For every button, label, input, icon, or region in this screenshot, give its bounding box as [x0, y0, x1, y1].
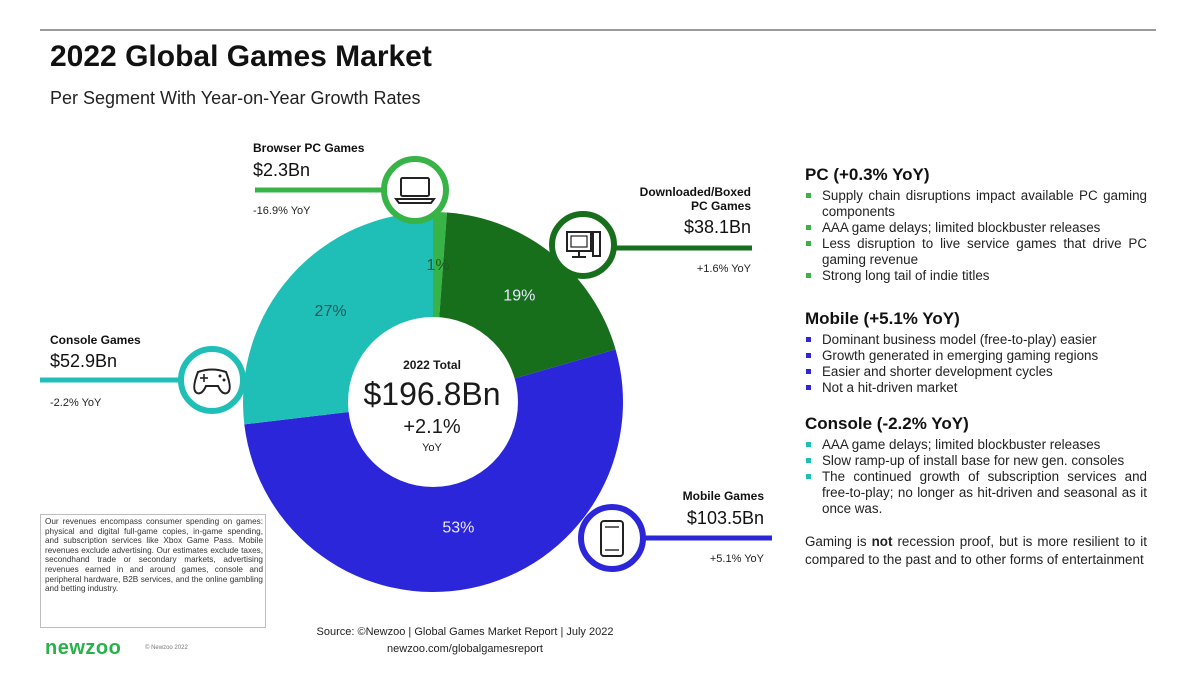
top-rule — [40, 29, 1156, 31]
mobile-segment-value: $103.5Bn — [686, 508, 764, 528]
boxed-segment-label-line2: PC Games — [690, 199, 751, 213]
closing-statement: Gaming is not recession proof, but is mo… — [805, 533, 1147, 569]
console-bullet-text: AAA game delays; limited blockbuster rel… — [822, 437, 1101, 452]
mobile-section: Mobile (+5.1% YoY) Dominant business mod… — [805, 309, 1147, 396]
pc-section-heading: PC (+0.3% YoY) — [805, 165, 930, 184]
bullet-marker — [806, 273, 811, 278]
newzoo-logo: newzoo — [45, 637, 122, 659]
boxed-segment-yoy: +1.6% YoY — [696, 263, 751, 275]
mobile-bullet-item: Growth generated in emerging gaming regi… — [805, 348, 1147, 364]
report-url[interactable]: newzoo.com/globalgamesreport — [387, 643, 543, 655]
donut-hole — [348, 317, 518, 487]
bullet-marker — [806, 241, 811, 246]
pc-section: PC (+0.3% YoY) Supply chain disruptions … — [805, 165, 1147, 284]
closing-text-end: recession proof, but is more resilient t… — [805, 534, 1147, 567]
console-segment-yoy: -2.2% YoY — [50, 397, 102, 409]
console-segment-label: Console Games — [50, 333, 141, 347]
mobile-bullet-item: Not a hit-driven market — [805, 380, 1147, 396]
boxed-pc-share-label: 19% — [503, 288, 535, 305]
browser-segment-yoy: -16.9% YoY — [253, 205, 311, 217]
bullet-marker — [806, 353, 811, 358]
console-bullet-item: The continued growth of subscription ser… — [805, 469, 1147, 517]
boxed-segment-value: $38.1Bn — [683, 217, 751, 237]
mobile-segment-label: Mobile Games — [682, 489, 764, 503]
console-section: Console (-2.2% YoY) AAA game delays; lim… — [805, 414, 1147, 517]
console-bullet-text: The continued growth of subscription ser… — [822, 469, 1147, 516]
mobile-bullet-item: Easier and shorter development cycles — [805, 364, 1147, 380]
mobile-bullet-item: Dominant business model (free-to-play) e… — [805, 332, 1147, 348]
console-bullet-item: AAA game delays; limited blockbuster rel… — [805, 437, 1147, 453]
page-subtitle: Per Segment With Year-on-Year Growth Rat… — [50, 88, 421, 108]
bullet-marker — [806, 458, 811, 463]
pc-bullet-list: Supply chain disruptions impact availabl… — [805, 188, 1147, 284]
closing-text-start: Gaming is — [805, 534, 872, 549]
smartphone-icon — [578, 504, 646, 572]
laptop-icon — [381, 156, 449, 224]
source-citation: Source: ©Newzoo | Global Games Market Re… — [316, 626, 614, 638]
closing-text-emphasis: not — [871, 534, 893, 549]
copyright-notice: © Newzoo 2022 — [145, 645, 188, 651]
pc-bullet-item: Supply chain disruptions impact availabl… — [805, 188, 1147, 220]
console-share-label: 27% — [315, 303, 347, 320]
center-growth-label: YoY — [422, 442, 442, 454]
methodology-footnote: Our revenues encompass consumer spending… — [40, 514, 266, 628]
mobile-bullet-text: Easier and shorter development cycles — [822, 364, 1053, 379]
mobile-bullet-list: Dominant business model (free-to-play) e… — [805, 332, 1147, 396]
pc-bullet-item: AAA game delays; limited blockbuster rel… — [805, 220, 1147, 236]
mobile-share-label: 53% — [442, 519, 474, 536]
pc-bullet-text: Less disruption to live service games th… — [822, 236, 1147, 267]
bullet-marker — [806, 369, 811, 374]
pc-bullet-item: Strong long tail of indie titles — [805, 268, 1147, 284]
center-growth: +2.1% — [403, 416, 461, 438]
bullet-marker — [806, 337, 811, 342]
console-bullet-list: AAA game delays; limited blockbuster rel… — [805, 437, 1147, 517]
boxed-segment-label-line1: Downloaded/Boxed — [639, 185, 751, 199]
mobile-bullet-text: Dominant business model (free-to-play) e… — [822, 332, 1097, 347]
pc-bullet-text: Supply chain disruptions impact availabl… — [822, 188, 1147, 219]
mobile-segment-yoy: +5.1% YoY — [709, 553, 764, 565]
console-segment-value: $52.9Bn — [50, 351, 118, 371]
center-total-label: 2022 Total — [403, 358, 461, 372]
pc-bullet-item: Less disruption to live service games th… — [805, 236, 1147, 268]
browser-share-label: 1% — [426, 257, 449, 274]
page-title: 2022 Global Games Market — [50, 40, 432, 73]
pc-bullet-text: Strong long tail of indie titles — [822, 268, 990, 283]
gamepad-icon — [178, 346, 246, 414]
console-bullet-text: Slow ramp-up of install base for new gen… — [822, 453, 1125, 468]
desktop-pc-icon — [549, 211, 617, 279]
browser-segment-value: $2.3Bn — [253, 160, 311, 180]
console-bullet-item: Slow ramp-up of install base for new gen… — [805, 453, 1147, 469]
center-total-value: $196.8Bn — [363, 376, 501, 412]
mobile-bullet-text: Not a hit-driven market — [822, 380, 958, 395]
browser-segment-label: Browser PC Games — [253, 141, 365, 155]
bullet-marker — [806, 385, 811, 390]
bullet-marker — [806, 193, 811, 198]
bullet-marker — [806, 474, 811, 479]
bullet-marker — [806, 442, 811, 447]
bullet-marker — [806, 225, 811, 230]
pc-bullet-text: AAA game delays; limited blockbuster rel… — [822, 220, 1101, 235]
mobile-section-heading: Mobile (+5.1% YoY) — [805, 309, 960, 328]
mobile-bullet-text: Growth generated in emerging gaming regi… — [822, 348, 1099, 363]
console-section-heading: Console (-2.2% YoY) — [805, 414, 969, 433]
